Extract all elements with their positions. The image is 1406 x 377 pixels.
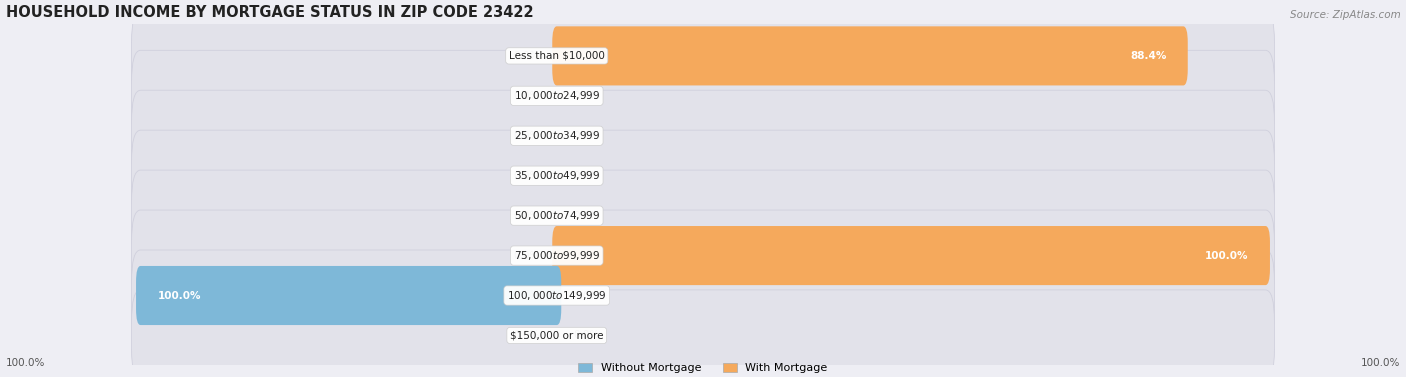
Text: 0.0%: 0.0% <box>574 91 600 101</box>
Text: 0.0%: 0.0% <box>574 131 600 141</box>
FancyBboxPatch shape <box>132 290 1274 377</box>
Text: $50,000 to $74,999: $50,000 to $74,999 <box>513 209 600 222</box>
FancyBboxPatch shape <box>132 130 1274 221</box>
Text: $75,000 to $99,999: $75,000 to $99,999 <box>513 249 600 262</box>
Text: 0.0%: 0.0% <box>574 171 600 181</box>
Text: 100.0%: 100.0% <box>6 358 45 368</box>
Text: HOUSEHOLD INCOME BY MORTGAGE STATUS IN ZIP CODE 23422: HOUSEHOLD INCOME BY MORTGAGE STATUS IN Z… <box>6 5 533 20</box>
Text: 0.0%: 0.0% <box>513 330 540 340</box>
Text: 0.0%: 0.0% <box>513 251 540 261</box>
Legend: Without Mortgage, With Mortgage: Without Mortgage, With Mortgage <box>578 363 828 374</box>
FancyBboxPatch shape <box>132 11 1274 101</box>
FancyBboxPatch shape <box>132 50 1274 141</box>
Text: 100.0%: 100.0% <box>1361 358 1400 368</box>
Text: Source: ZipAtlas.com: Source: ZipAtlas.com <box>1289 10 1400 20</box>
Text: 100.0%: 100.0% <box>1205 251 1249 261</box>
Text: 0.0%: 0.0% <box>513 131 540 141</box>
Text: 100.0%: 100.0% <box>157 291 201 300</box>
Text: 0.0%: 0.0% <box>574 291 600 300</box>
FancyBboxPatch shape <box>132 250 1274 341</box>
FancyBboxPatch shape <box>132 210 1274 301</box>
FancyBboxPatch shape <box>132 170 1274 261</box>
Text: 0.0%: 0.0% <box>513 91 540 101</box>
Text: 0.0%: 0.0% <box>574 211 600 221</box>
Text: 88.4%: 88.4% <box>1130 51 1167 61</box>
Text: 0.0%: 0.0% <box>574 330 600 340</box>
Text: 0.0%: 0.0% <box>513 171 540 181</box>
FancyBboxPatch shape <box>132 90 1274 181</box>
Text: $150,000 or more: $150,000 or more <box>510 330 603 340</box>
Text: $35,000 to $49,999: $35,000 to $49,999 <box>513 169 600 182</box>
Text: $25,000 to $34,999: $25,000 to $34,999 <box>513 129 600 142</box>
Text: 0.0%: 0.0% <box>513 211 540 221</box>
Text: 0.0%: 0.0% <box>513 51 540 61</box>
Text: Less than $10,000: Less than $10,000 <box>509 51 605 61</box>
Text: $10,000 to $24,999: $10,000 to $24,999 <box>513 89 600 102</box>
FancyBboxPatch shape <box>553 26 1188 86</box>
FancyBboxPatch shape <box>553 226 1270 285</box>
Text: $100,000 to $149,999: $100,000 to $149,999 <box>508 289 606 302</box>
FancyBboxPatch shape <box>136 266 561 325</box>
